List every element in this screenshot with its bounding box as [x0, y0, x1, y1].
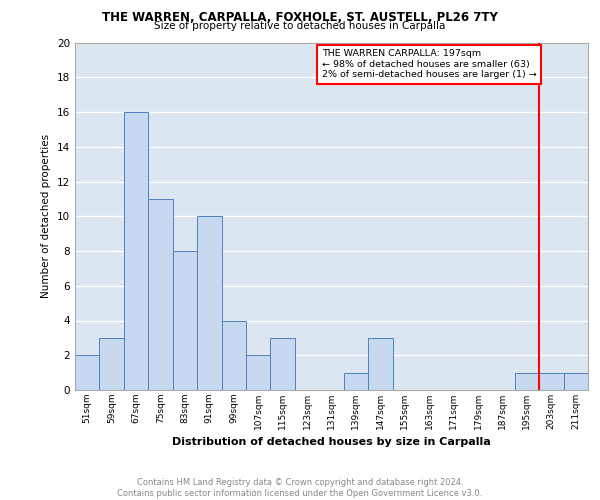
Bar: [173, 251, 197, 390]
Bar: [148, 199, 173, 390]
Bar: [368, 338, 392, 390]
Bar: [271, 338, 295, 390]
Bar: [197, 216, 221, 390]
Bar: [515, 372, 539, 390]
Bar: [246, 355, 271, 390]
Bar: [124, 112, 148, 390]
Bar: [75, 355, 100, 390]
Bar: [344, 372, 368, 390]
Text: Size of property relative to detached houses in Carpalla: Size of property relative to detached ho…: [154, 21, 446, 31]
Text: THE WARREN CARPALLA: 197sqm
← 98% of detached houses are smaller (63)
2% of semi: THE WARREN CARPALLA: 197sqm ← 98% of det…: [322, 50, 536, 80]
Text: THE WARREN, CARPALLA, FOXHOLE, ST. AUSTELL, PL26 7TY: THE WARREN, CARPALLA, FOXHOLE, ST. AUSTE…: [102, 11, 498, 24]
Text: Contains HM Land Registry data © Crown copyright and database right 2024.
Contai: Contains HM Land Registry data © Crown c…: [118, 478, 482, 498]
Bar: [221, 320, 246, 390]
Bar: [539, 372, 563, 390]
Y-axis label: Number of detached properties: Number of detached properties: [41, 134, 52, 298]
Bar: [100, 338, 124, 390]
X-axis label: Distribution of detached houses by size in Carpalla: Distribution of detached houses by size …: [172, 438, 491, 448]
Bar: [563, 372, 588, 390]
